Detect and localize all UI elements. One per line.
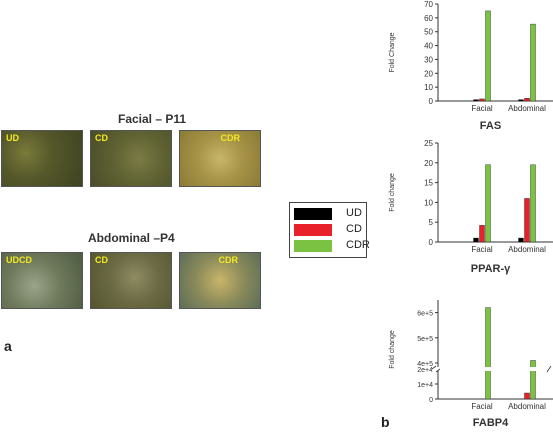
- y-tick-label: 5: [429, 218, 434, 227]
- micrograph-label: CD: [95, 255, 108, 265]
- facial-row-title: Facial – P11: [118, 112, 187, 126]
- micrograph-facial-cdr: CDR: [179, 130, 261, 187]
- y-axis-label: Fold change: [389, 330, 396, 369]
- bar-cd: [479, 98, 485, 102]
- micrograph-label: CDR: [218, 255, 239, 265]
- y-tick-label: 0: [429, 238, 434, 247]
- x-tick-label: Abdominal: [508, 245, 546, 254]
- bar-ud: [518, 237, 524, 243]
- bar-cd: [524, 98, 530, 102]
- x-tick-label: Facial: [471, 402, 493, 411]
- bar-cdr: [530, 360, 536, 400]
- legend-label: UD: [346, 207, 362, 219]
- micrograph-label: CD: [95, 133, 108, 143]
- bar-cd: [524, 392, 530, 400]
- legend-swatch-cdr: [294, 240, 332, 252]
- bar-ud: [473, 99, 479, 102]
- legend-swatch-ud: [294, 208, 332, 220]
- legend-item: UD: [294, 207, 364, 221]
- micrograph-abdominal-udcd: UDCD: [1, 252, 83, 309]
- y-tick-label: 10: [424, 83, 433, 92]
- y-tick-label: 70: [424, 0, 433, 9]
- legend-item: CDR: [294, 239, 370, 253]
- y-tick-label: 10: [424, 198, 433, 207]
- chart-title: PPAR-γ: [471, 263, 511, 275]
- bar-cdr: [485, 307, 491, 400]
- bar-cdr: [530, 164, 536, 243]
- micrograph-label: UDCD: [6, 255, 32, 265]
- y-axis-label: Fold change: [389, 173, 396, 212]
- y-tick-label: 40: [424, 42, 433, 51]
- y-tick-label: 6e+5: [417, 311, 433, 318]
- legend-swatch-cd: [294, 224, 332, 236]
- y-tick-label: 20: [424, 159, 433, 168]
- y-tick-label: 2e+4: [417, 367, 433, 374]
- y-tick-label: 4e+5: [417, 361, 433, 368]
- y-tick-label: 5e+5: [417, 336, 433, 343]
- bar-cdr: [485, 164, 491, 243]
- abdominal-row-title: Abdominal –P4: [88, 231, 175, 245]
- y-tick-label: 20: [424, 69, 433, 78]
- x-tick-label: Abdominal: [508, 402, 546, 411]
- y-tick-label: 15: [424, 179, 433, 188]
- y-tick-label: 30: [424, 55, 433, 64]
- micrograph-abdominal-cd: CD: [90, 252, 172, 309]
- bar-cdr: [485, 10, 491, 102]
- y-tick-label: 0: [429, 97, 434, 106]
- x-tick-label: Abdominal: [508, 104, 546, 113]
- x-tick-label: Facial: [471, 245, 493, 254]
- y-tick-label: 1e+4: [417, 382, 433, 389]
- bar-cd: [479, 225, 485, 243]
- bar-ud: [518, 99, 524, 102]
- legend: UD CD CDR: [289, 202, 370, 258]
- micrograph-label: CDR: [220, 133, 241, 143]
- y-tick-label: 50: [424, 28, 433, 37]
- y-tick-label: 25: [424, 139, 433, 148]
- x-tick-label: Facial: [471, 104, 493, 113]
- panel-a-label: a: [4, 338, 12, 354]
- y-tick-label: 0: [429, 397, 433, 404]
- chart-title: FABP4: [473, 417, 509, 429]
- axis-break-mark: [546, 365, 552, 373]
- panel-b-label: b: [381, 414, 390, 430]
- bar-cdr: [530, 23, 536, 102]
- micrograph-facial-ud: UD: [1, 130, 83, 187]
- y-axis-label: Fold Change: [389, 32, 396, 72]
- y-tick-label: 60: [424, 14, 433, 23]
- legend-label: CDR: [346, 239, 370, 251]
- bar-ud: [473, 237, 479, 243]
- micrograph-facial-cd: CD: [90, 130, 172, 187]
- axis-break-band: [432, 367, 553, 371]
- legend-item: CD: [294, 223, 364, 237]
- bar-cd: [524, 198, 530, 243]
- axis-break-mark: [431, 365, 441, 373]
- chart-title: FAS: [480, 120, 501, 132]
- micrograph-abdominal-cdr: CDR: [179, 252, 261, 309]
- legend-label: CD: [346, 223, 362, 235]
- micrograph-label: UD: [6, 133, 19, 143]
